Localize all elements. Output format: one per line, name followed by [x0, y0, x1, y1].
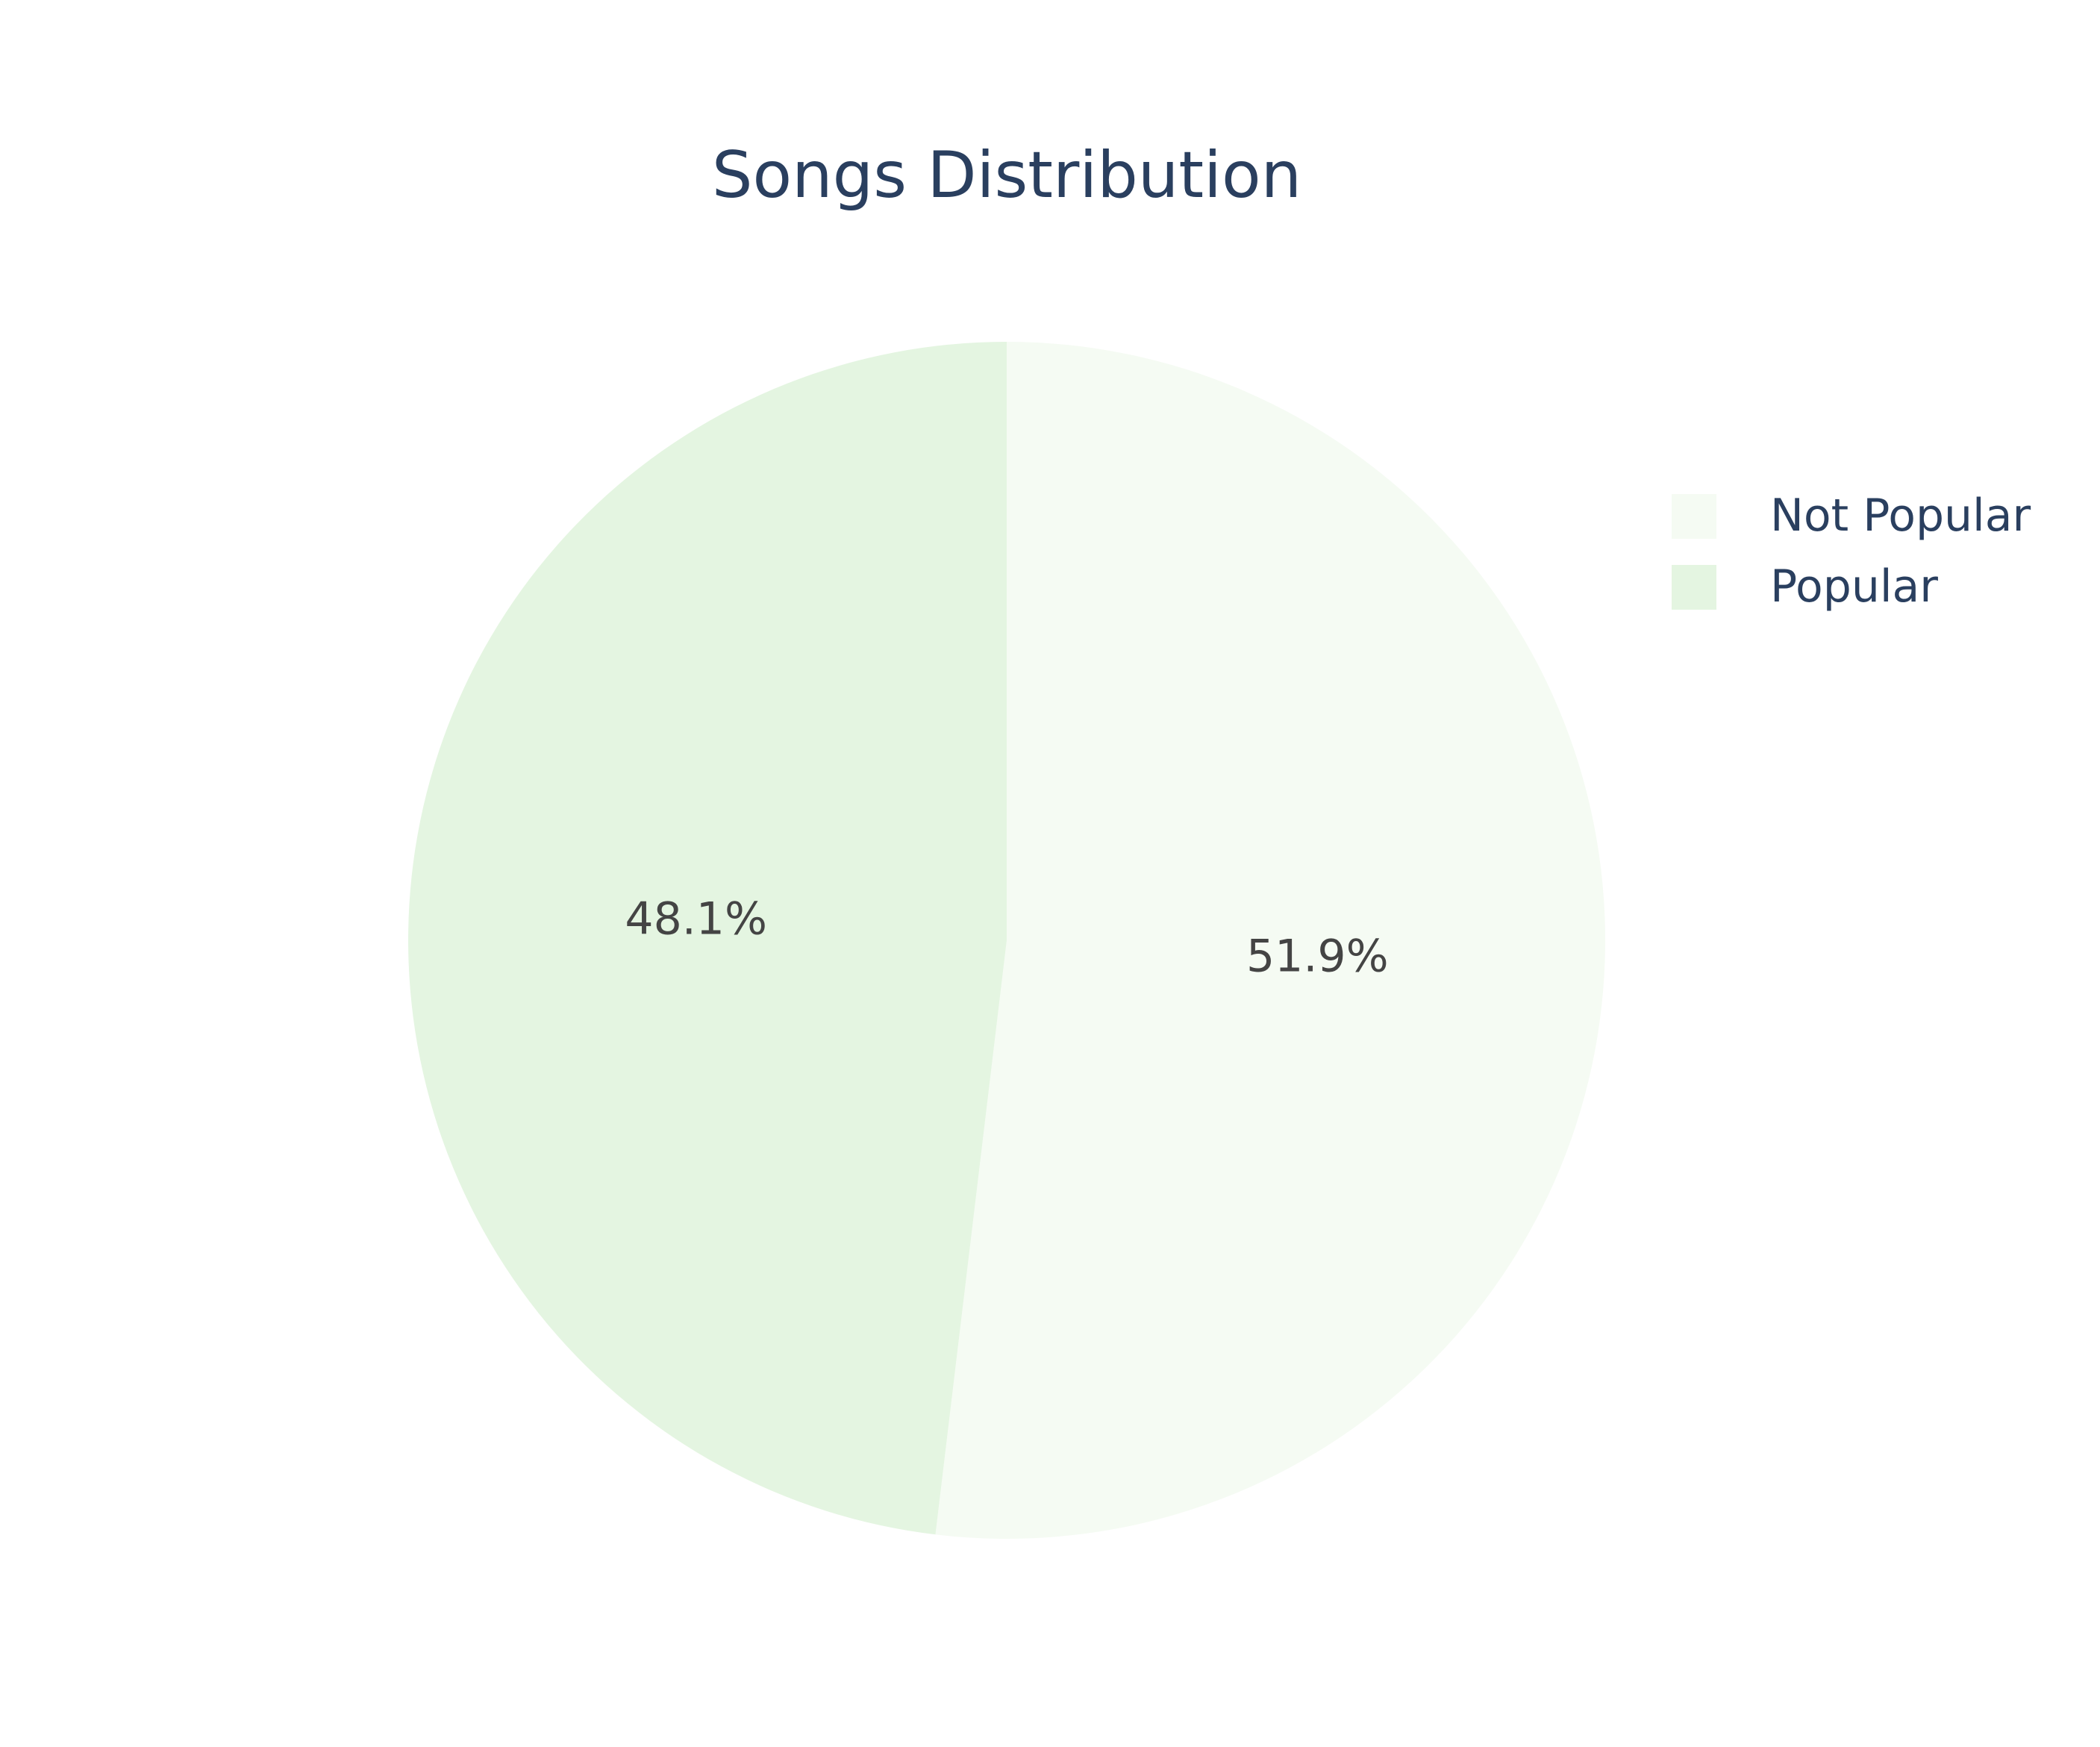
slice-value-label: 51.9%: [1246, 930, 1389, 982]
legend-label: Popular: [1770, 560, 1938, 613]
legend-swatch: [1672, 494, 1716, 539]
legend-item-not-popular[interactable]: Not Popular: [1672, 490, 2031, 542]
pie-slice-not-popular[interactable]: [935, 342, 1606, 1539]
pie-slice-labels: 51.9% 48.1%: [625, 893, 1388, 983]
legend-label: Not Popular: [1770, 490, 2031, 542]
legend-swatch: [1672, 565, 1716, 610]
slice-value-label: 48.1%: [625, 893, 767, 946]
legend-item-popular[interactable]: Popular: [1672, 560, 1938, 613]
pie-slice-popular[interactable]: [408, 342, 1007, 1535]
legend: Not Popular Popular: [1672, 490, 2031, 613]
chart-title: Songs Distribution: [712, 138, 1301, 213]
pie-slices: [408, 342, 1606, 1539]
